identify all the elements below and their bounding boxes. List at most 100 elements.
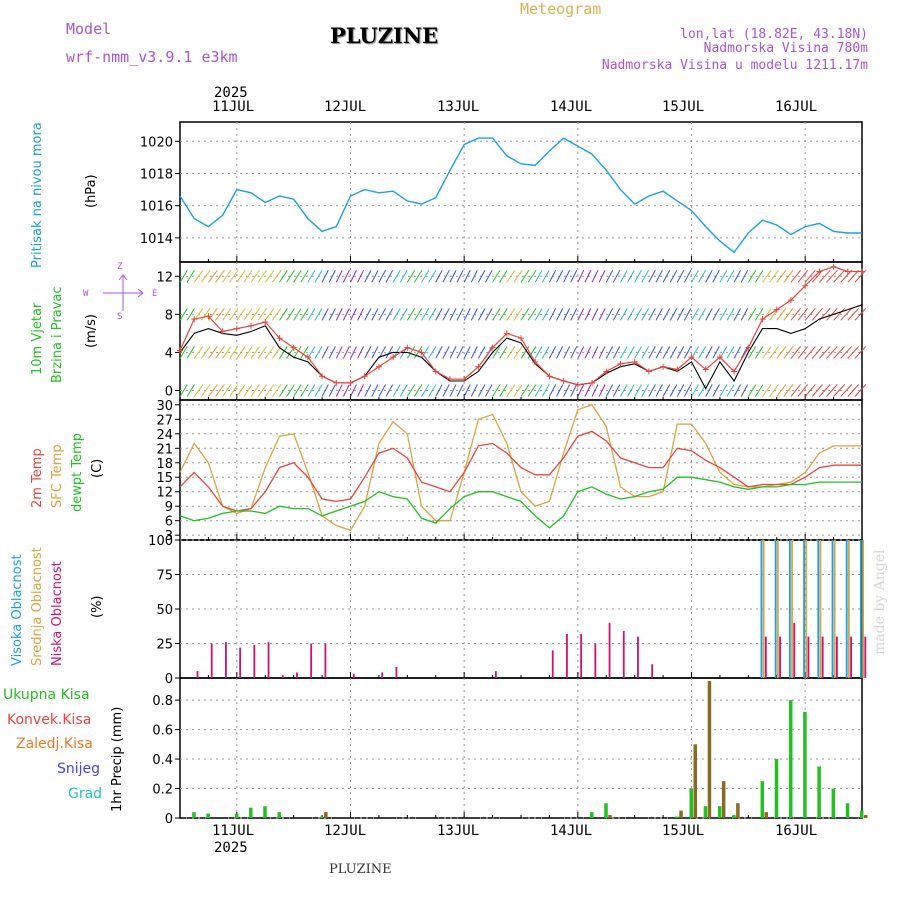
wind-speed-marker bbox=[461, 376, 468, 383]
wind-barb bbox=[783, 384, 794, 397]
total-precip-bar bbox=[803, 711, 807, 818]
wind-barb bbox=[477, 270, 486, 283]
wind-barb bbox=[627, 384, 635, 397]
wind-barb bbox=[300, 270, 309, 283]
wind-speed-marker bbox=[205, 313, 212, 320]
legend-total-precip: Ukupna Kisa bbox=[3, 687, 90, 703]
low-cloud-bar bbox=[253, 644, 256, 678]
wind-barb bbox=[271, 346, 282, 359]
wind-barb bbox=[392, 384, 401, 397]
wind-barb bbox=[179, 384, 188, 397]
wind-barb bbox=[833, 384, 846, 397]
low-cloud-bar bbox=[566, 633, 568, 678]
panel-frame bbox=[179, 677, 863, 819]
wind-barb bbox=[222, 346, 232, 359]
wind-barb bbox=[406, 384, 416, 397]
wind-barb bbox=[193, 346, 204, 359]
wind-speed-marker bbox=[404, 344, 411, 351]
wind-barb bbox=[335, 346, 343, 359]
wind-barb bbox=[506, 346, 516, 359]
wind-barb bbox=[300, 346, 309, 359]
wind-barb bbox=[342, 270, 350, 283]
wind-barb bbox=[470, 270, 478, 283]
wind-barb bbox=[378, 308, 387, 321]
compass-e: E bbox=[152, 289, 158, 299]
wind-barb bbox=[236, 269, 246, 283]
model-name: wrf-nmm_v3.9.1 e3km bbox=[66, 48, 238, 66]
wind-speed-line bbox=[179, 266, 862, 386]
wind-barb bbox=[335, 270, 343, 283]
wind-barb bbox=[193, 269, 204, 283]
wind-barb bbox=[527, 384, 537, 397]
wind-barb bbox=[733, 270, 742, 283]
wind-barb bbox=[236, 346, 246, 359]
wind-barb bbox=[683, 308, 692, 321]
wind-barb bbox=[662, 308, 671, 321]
y-tick-label: 21 bbox=[156, 442, 173, 457]
wind-barb bbox=[321, 346, 329, 359]
wind-barb bbox=[236, 384, 246, 397]
y-tick-label: 30 bbox=[156, 399, 173, 414]
wind-barb bbox=[854, 269, 867, 283]
wind-barb bbox=[229, 384, 239, 397]
wind-speed-marker bbox=[546, 373, 553, 380]
wind-barb bbox=[421, 308, 430, 321]
wind-barb bbox=[712, 346, 720, 359]
temp-2m-line bbox=[179, 430, 862, 512]
low-cloud-bar bbox=[267, 642, 270, 678]
wind-speed-marker bbox=[589, 379, 596, 386]
wind-barb bbox=[847, 308, 860, 321]
wind-barb bbox=[726, 270, 735, 283]
wind-barb bbox=[762, 384, 772, 397]
wind-barb bbox=[264, 346, 275, 359]
wind-barb bbox=[584, 308, 592, 321]
wind-speed-marker bbox=[290, 344, 297, 351]
wind-barb bbox=[705, 384, 713, 397]
conv-precip-bar bbox=[324, 812, 328, 818]
wind-barb bbox=[847, 346, 860, 359]
wind-barb bbox=[399, 308, 408, 321]
wind-barb bbox=[634, 384, 642, 397]
wind-barb bbox=[286, 308, 295, 321]
wind-barb bbox=[200, 384, 211, 397]
total-precip-bar bbox=[774, 759, 779, 818]
wind-speed-marker bbox=[745, 344, 752, 351]
wind-barb bbox=[634, 346, 642, 359]
wind-barb bbox=[357, 308, 364, 321]
total-precip-bar bbox=[675, 816, 679, 818]
wind-barb bbox=[208, 346, 218, 359]
total-precip-bar bbox=[249, 807, 253, 818]
wind-barb bbox=[840, 384, 853, 397]
wind-barb bbox=[570, 346, 578, 359]
panel-frame bbox=[179, 399, 863, 541]
wind-barb bbox=[264, 308, 275, 321]
wind-barb bbox=[683, 270, 692, 283]
wind-barb bbox=[293, 308, 302, 321]
wind-speed-marker bbox=[816, 268, 823, 275]
wind-barb bbox=[222, 308, 232, 321]
wind-barb bbox=[683, 346, 692, 359]
wind-speed-marker bbox=[503, 330, 510, 337]
wind-barb bbox=[655, 270, 663, 283]
wind-barb bbox=[548, 346, 557, 359]
wind-barb bbox=[790, 384, 801, 397]
total-precip-bar bbox=[320, 816, 324, 818]
wind-barb bbox=[406, 270, 416, 283]
low-cloud-bar bbox=[551, 650, 554, 678]
wind-speed-marker bbox=[731, 368, 738, 375]
wind-barb bbox=[286, 270, 295, 283]
wind-barb bbox=[499, 346, 508, 359]
wind-barb bbox=[662, 384, 671, 397]
wind-speed-marker bbox=[233, 325, 240, 332]
wind-barb bbox=[421, 270, 430, 283]
wind-barb bbox=[456, 384, 464, 397]
wind-barb bbox=[527, 308, 537, 321]
wind-barb bbox=[534, 384, 543, 397]
wind-barb bbox=[449, 384, 457, 397]
wind-barb bbox=[641, 346, 650, 359]
wind-barb bbox=[712, 384, 720, 397]
wind-barb bbox=[541, 384, 550, 397]
wind-barb bbox=[612, 384, 621, 397]
total-precip-bar bbox=[703, 806, 708, 818]
mid-cloud-bar bbox=[791, 540, 793, 678]
